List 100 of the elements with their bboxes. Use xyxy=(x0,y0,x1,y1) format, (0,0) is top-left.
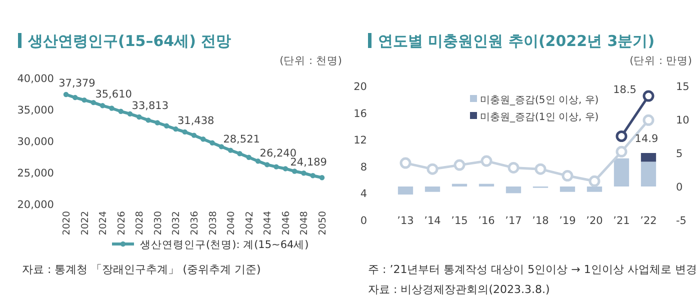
point xyxy=(642,114,654,126)
y2-tick-label: 0 xyxy=(676,182,683,194)
x-tick-label: ’16 xyxy=(478,215,496,227)
y-tick-label: 12 xyxy=(354,134,367,147)
data-label: 35,610 xyxy=(95,88,132,101)
text: 자료 : 비상경제장관회의(2023.3.8.) xyxy=(368,283,550,296)
x-tick-label: 2026 xyxy=(116,211,128,236)
x-tick-label: ’20 xyxy=(586,215,603,227)
legend-label: 미충원_증감(5인 이상, 우) xyxy=(480,95,599,106)
point xyxy=(100,103,106,108)
x-tick-label: 2046 xyxy=(280,211,292,236)
x-tick-label: ’14 xyxy=(424,215,442,227)
x-tick-label: 2042 xyxy=(244,211,256,236)
point xyxy=(264,162,270,168)
point xyxy=(301,170,306,176)
legend-label: 생산연령인구(천명): 계(15~64세) xyxy=(140,239,309,251)
x-tick-label: ’22 xyxy=(640,215,657,227)
y2-tick-label: 15 xyxy=(676,81,690,93)
y-tick-label: 20 xyxy=(354,81,367,93)
point xyxy=(118,108,124,114)
bar xyxy=(586,186,602,192)
point xyxy=(292,168,298,174)
point xyxy=(310,173,316,178)
bar xyxy=(614,158,630,186)
chart-title: 연도별 미충원인원 추이(2022년 3분기) xyxy=(378,32,655,50)
x-tick-label: 2040 xyxy=(226,211,238,236)
y-tick-label: 16 xyxy=(354,108,368,120)
point xyxy=(426,163,438,175)
point xyxy=(454,159,466,171)
x-tick-label: 2032 xyxy=(171,211,182,236)
bar xyxy=(452,184,468,186)
point xyxy=(191,132,197,138)
point xyxy=(480,155,492,167)
bar xyxy=(506,186,522,194)
x-tick-label: ’13 xyxy=(397,215,414,227)
data-label: 24,189 xyxy=(290,156,327,169)
point xyxy=(534,163,546,175)
point xyxy=(63,92,69,98)
bar xyxy=(478,184,494,186)
data-label: 14.9 xyxy=(634,133,658,146)
point xyxy=(237,151,242,156)
x-tick-label: 2024 xyxy=(98,211,110,236)
point xyxy=(173,126,178,132)
text: (단위 : 천명) xyxy=(280,55,342,67)
bar xyxy=(398,186,414,195)
point xyxy=(136,114,142,120)
point xyxy=(90,100,96,106)
point xyxy=(255,158,261,164)
bar xyxy=(560,186,576,192)
point xyxy=(109,106,114,111)
y-tick-label: 25,000 xyxy=(17,168,54,180)
point xyxy=(228,148,234,153)
point xyxy=(588,175,600,187)
x-tick-label: 2038 xyxy=(208,211,219,236)
point xyxy=(274,164,279,170)
x-tick-label: 2044 xyxy=(262,211,274,236)
point xyxy=(616,130,628,142)
point xyxy=(154,120,160,126)
point xyxy=(164,123,170,128)
data-label: 28,521 xyxy=(223,133,260,146)
point xyxy=(246,154,252,160)
x-tick-label: ’21 xyxy=(613,215,630,227)
x-tick-label: ’17 xyxy=(505,215,522,227)
text: 주 : ’21년부터 통계작성 대상이 5인이상 → 1인이상 사업체로 변경 xyxy=(368,263,697,276)
data-label: 18.5 xyxy=(613,84,636,96)
point xyxy=(72,94,78,100)
chart-title: 생산연령인구(15–64세) 전망 xyxy=(27,32,232,50)
x-tick-label: 2050 xyxy=(318,211,328,236)
text: 자료 : 통계청 「장래인구추계」 (중위추계 기준) xyxy=(22,263,261,276)
point xyxy=(319,175,325,180)
point xyxy=(508,162,520,174)
y-tick-label: 35,000 xyxy=(17,104,54,116)
y-tick-label: 30,000 xyxy=(17,136,54,148)
x-tick-label: 2048 xyxy=(299,211,310,236)
point xyxy=(400,157,412,169)
point xyxy=(146,118,151,123)
point xyxy=(127,111,133,117)
point xyxy=(282,166,288,172)
x-tick-label: ’19 xyxy=(559,215,576,227)
legend-label: 미충원_증감(1인 이상, 우) xyxy=(480,112,599,123)
y2-tick-label: -5 xyxy=(676,215,686,227)
x-tick-label: 2028 xyxy=(134,211,146,236)
x-tick-label: ’18 xyxy=(532,215,549,227)
y-tick-label: 40,000 xyxy=(17,73,54,85)
data-label: 31,438 xyxy=(177,114,214,127)
point xyxy=(182,129,188,135)
point xyxy=(562,170,574,182)
y2-tick-label: 10 xyxy=(676,114,690,126)
y-tick-label: 4 xyxy=(360,188,368,200)
point xyxy=(210,140,215,146)
y-tick-label: 8 xyxy=(360,161,367,174)
point xyxy=(200,136,206,142)
point xyxy=(218,144,224,150)
bar xyxy=(640,153,656,162)
point xyxy=(642,90,654,102)
point xyxy=(616,146,628,158)
x-tick-label: ’15 xyxy=(451,215,468,227)
x-tick-label: 2020 xyxy=(62,211,72,236)
y2-tick-label: 5 xyxy=(676,148,683,160)
data-label: 33,813 xyxy=(132,100,169,112)
